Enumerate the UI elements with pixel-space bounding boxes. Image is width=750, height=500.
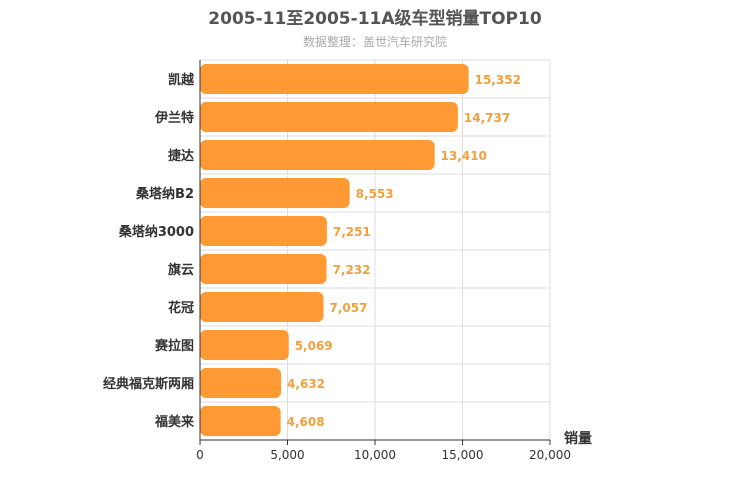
bar-7[interactable] xyxy=(200,330,289,360)
category-label: 福美来 xyxy=(154,414,195,430)
category-label: 花冠 xyxy=(168,300,194,316)
value-label: 7,057 xyxy=(329,301,367,315)
bar-4[interactable] xyxy=(200,216,327,246)
bar-3[interactable] xyxy=(200,178,350,208)
value-label: 13,410 xyxy=(441,149,487,163)
value-label: 7,232 xyxy=(333,263,371,277)
value-label: 8,553 xyxy=(356,187,394,201)
chart-subtitle: 数据整理：盖世汽车研究院 xyxy=(302,35,447,49)
bar-6[interactable] xyxy=(200,292,324,322)
value-label: 4,632 xyxy=(287,377,325,391)
bar-5[interactable] xyxy=(200,254,327,284)
chart-title: 2005-11至2005-11A级车型销量TOP10 xyxy=(208,9,542,29)
value-label: 4,608 xyxy=(287,415,325,429)
value-label: 14,737 xyxy=(464,111,510,125)
category-label: 赛拉图 xyxy=(154,338,194,354)
category-label: 凯越 xyxy=(168,72,195,88)
category-label: 桑塔纳3000 xyxy=(118,224,194,240)
bar-8[interactable] xyxy=(200,368,282,398)
category-label: 桑塔纳B2 xyxy=(135,186,194,202)
x-tick-label: 15,000 xyxy=(442,448,484,462)
x-tick-label: 10,000 xyxy=(354,448,396,462)
x-axis-title: 销量 xyxy=(564,430,592,447)
x-tick-label: 0 xyxy=(196,448,204,462)
x-tick-label: 20,000 xyxy=(529,448,571,462)
value-label: 15,352 xyxy=(475,73,521,87)
category-label: 捷达 xyxy=(168,148,194,164)
bar-2[interactable] xyxy=(200,140,435,170)
bar-0[interactable] xyxy=(200,64,469,94)
value-label: 7,251 xyxy=(333,225,371,239)
category-label: 旗云 xyxy=(168,262,194,278)
x-tick-label: 5,000 xyxy=(270,448,304,462)
category-label: 伊兰特 xyxy=(154,110,194,126)
value-label: 5,069 xyxy=(295,339,333,353)
bar-9[interactable] xyxy=(200,406,281,436)
category-label: 经典福克斯两厢 xyxy=(103,376,194,392)
bar-1[interactable] xyxy=(200,102,458,132)
